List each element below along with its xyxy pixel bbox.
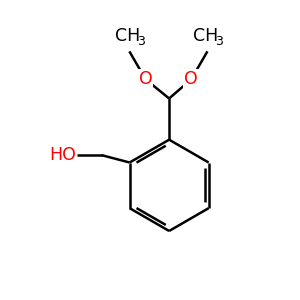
Text: 3: 3: [136, 35, 145, 48]
Text: 3: 3: [215, 35, 223, 48]
Text: O: O: [184, 70, 198, 88]
Text: O: O: [139, 70, 152, 88]
Text: HO: HO: [50, 146, 76, 164]
Text: CH: CH: [115, 27, 140, 45]
Text: CH: CH: [193, 27, 219, 45]
